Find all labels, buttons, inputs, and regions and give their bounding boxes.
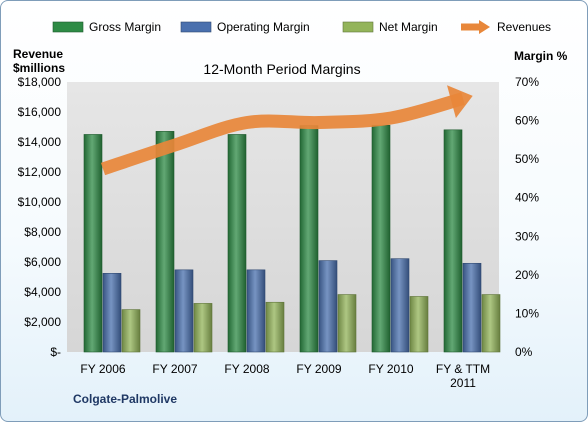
left-tick-label: $2,000 <box>24 315 61 329</box>
gross-margin-bar <box>155 131 175 353</box>
right-tick-label: 0% <box>515 345 533 359</box>
company-name: Colgate-Palmolive <box>73 392 177 406</box>
right-tick-label: 10% <box>515 306 539 320</box>
revenue-series <box>100 85 473 176</box>
legend: Gross Margin Operating Margin Net Margin Re… <box>52 20 551 34</box>
left-tick-label: $16,000 <box>18 105 62 119</box>
left-tick-label: $10,000 <box>18 195 62 209</box>
right-tick-label: 40% <box>515 191 539 205</box>
x-tick-label: 2011 <box>450 376 476 390</box>
operating-margin-bar <box>390 258 410 353</box>
left-tick-label: $18,000 <box>18 75 62 89</box>
chart-title: 12-Month Period Margins <box>203 61 360 77</box>
legend-label-revenues: Revenues <box>497 20 551 34</box>
x-tick-label: FY 2010 <box>368 362 413 376</box>
left-tick-label: $12,000 <box>18 165 62 179</box>
right-tick-label: 30% <box>515 229 539 243</box>
revenues-line <box>100 92 465 176</box>
legend-swatch-net-margin <box>342 21 374 33</box>
operating-margin-bar <box>102 273 122 353</box>
legend-label-net-margin: Net Margin <box>379 20 438 34</box>
gross-margin-bar <box>443 129 463 353</box>
x-tick-label: FY 2007 <box>152 362 197 376</box>
operating-margin-bar <box>246 269 266 353</box>
legend-arrowhead-icon <box>479 20 490 34</box>
gross-margin-bar <box>371 124 391 353</box>
net-margin-bar <box>265 301 285 353</box>
left-tick-label: $6,000 <box>24 255 61 269</box>
right-axis-ticks: 0% 10% 20% 30% 40% 50% 60% 70% <box>515 75 539 359</box>
right-tick-label: 60% <box>515 114 539 128</box>
operating-margin-bar <box>462 262 482 353</box>
left-tick-label: $8,000 <box>24 225 61 239</box>
left-axis-title-line2: $millions <box>13 61 65 75</box>
operating-margin-bar <box>174 269 194 353</box>
gross-margin-bar <box>299 125 319 353</box>
right-tick-label: 50% <box>515 152 539 166</box>
left-tick-label: $14,000 <box>18 135 62 149</box>
right-tick-label: 20% <box>515 268 539 282</box>
gross-margin-bar <box>227 134 247 353</box>
legend-swatch-operating-margin <box>180 21 212 33</box>
net-margin-bar <box>481 294 501 353</box>
net-margin-bar <box>121 309 141 353</box>
right-tick-label: 70% <box>515 75 539 89</box>
bars <box>83 124 501 353</box>
left-tick-label: $- <box>50 345 61 359</box>
legend-label-operating-margin: Operating Margin <box>217 20 310 34</box>
legend-label-gross-margin: Gross Margin <box>89 20 161 34</box>
right-axis-title: Margin % <box>514 49 568 63</box>
net-margin-bar <box>409 296 429 353</box>
net-margin-bar <box>193 303 213 353</box>
revenues-arrowhead <box>447 85 473 118</box>
left-tick-label: $4,000 <box>24 285 61 299</box>
x-tick-label: FY & TTM <box>436 362 490 376</box>
x-tick-label: FY 2006 <box>80 362 125 376</box>
left-axis-title-line1: Revenue <box>13 47 63 61</box>
gross-margin-bar <box>83 134 103 353</box>
legend-swatch-gross-margin <box>52 21 84 33</box>
left-axis-ticks: $- $2,000 $4,000 $6,000 $8,000 $10,000 $12,000… <box>18 75 62 359</box>
x-axis-labels: FY 2006 FY 2007 FY 2008 FY 2009 FY 2010 FY & … <box>80 362 490 390</box>
net-margin-bar <box>337 294 357 353</box>
operating-margin-bar <box>318 260 338 353</box>
x-tick-label: FY 2008 <box>224 362 269 376</box>
x-tick-label: FY 2009 <box>296 362 341 376</box>
